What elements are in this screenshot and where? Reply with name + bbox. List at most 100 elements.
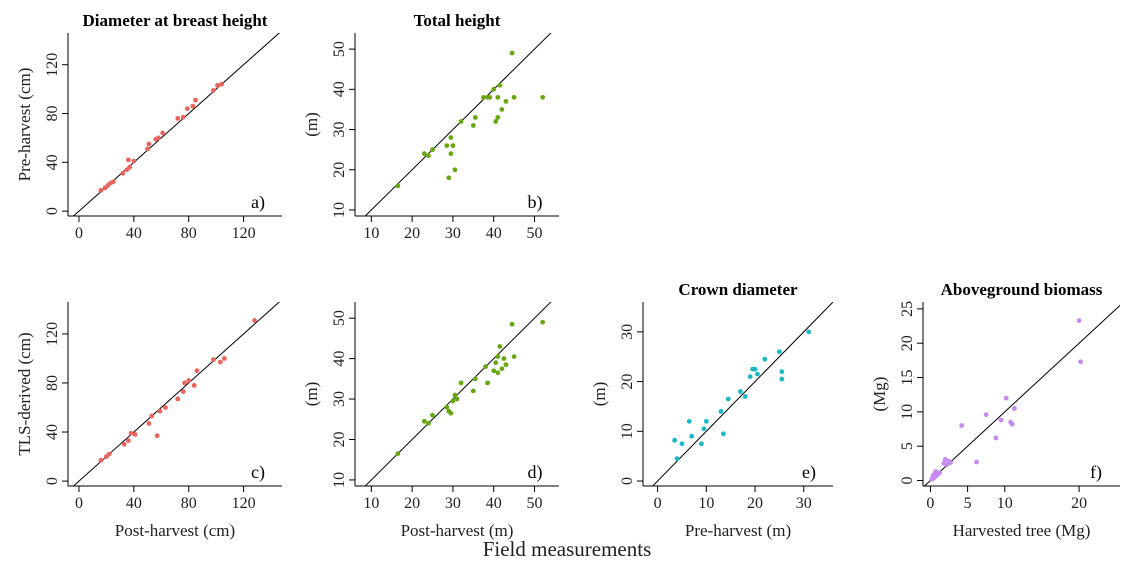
data-point: [98, 187, 104, 193]
x-tick-label: 10: [363, 495, 379, 512]
data-point: [497, 82, 503, 88]
y-tick-label: 30: [331, 122, 348, 138]
data-point: [998, 417, 1004, 423]
y-axis-title: Pre-harvest (cm): [15, 68, 34, 182]
data-point: [215, 83, 220, 88]
x-tick-label: 20: [404, 495, 420, 512]
data-point: [426, 153, 431, 159]
data-point: [481, 94, 486, 100]
data-point: [472, 115, 478, 120]
data-point: [444, 143, 450, 149]
x-tick-label: 20: [747, 495, 763, 512]
data-point: [1003, 395, 1009, 401]
one-to-one-line: [72, 33, 281, 216]
data-point: [540, 319, 546, 325]
y-tick-label: 0: [44, 207, 61, 215]
data-point: [491, 86, 497, 92]
data-point: [779, 369, 785, 375]
data-point: [182, 380, 188, 386]
y-tick-label: 40: [44, 154, 61, 170]
data-point: [454, 396, 460, 402]
data-point: [993, 435, 999, 441]
x-tick-label: 80: [181, 495, 197, 512]
x-tick-label: 30: [445, 225, 461, 242]
data-point: [162, 405, 168, 410]
panel-title: Crown diameter: [678, 280, 798, 299]
data-point: [128, 430, 134, 436]
data-point: [444, 404, 450, 410]
data-point: [974, 459, 979, 465]
data-point: [121, 441, 127, 447]
data-point: [149, 413, 155, 419]
x-tick-label: 30: [796, 495, 812, 512]
data-point: [217, 359, 223, 365]
data-point: [755, 371, 760, 377]
data-point: [742, 394, 748, 399]
data-point: [762, 356, 768, 362]
y-tick-label: 25: [899, 301, 916, 317]
data-point: [491, 368, 497, 374]
x-tick-label: 0: [926, 495, 934, 512]
data-point: [540, 94, 546, 100]
data-point: [720, 431, 726, 437]
data-point: [503, 98, 509, 104]
panel-f: 0 5 10 20 0 5 10 15 20 25 Aboveground biomass f) Har…: [870, 280, 1120, 540]
data-point: [493, 360, 499, 366]
panel-e: 0 10 20 30 0 10 20 30 Crown diameter e) Pre-harves…: [590, 280, 833, 540]
panel-label: d): [528, 462, 543, 483]
data-point: [448, 135, 454, 140]
data-point: [679, 441, 685, 447]
y-tick-label: 20: [899, 335, 916, 351]
x-axis-title: Post-harvest (cm): [115, 521, 235, 540]
data-point: [106, 451, 112, 457]
x-tick-label: 10: [363, 225, 379, 242]
data-point: [944, 462, 950, 468]
data-point: [180, 114, 186, 120]
panels-group: 0 40 80 120 0 40 80 120 Diameter at breast heigh…: [15, 11, 1120, 540]
data-point: [211, 87, 216, 93]
data-point: [509, 50, 515, 56]
panel-title: Diameter at breast height: [83, 11, 268, 30]
data-point: [701, 426, 707, 432]
y-tick-label: 50: [331, 41, 348, 57]
data-point: [493, 119, 499, 124]
x-tick-label: 20: [404, 225, 420, 242]
panel-label: f): [1090, 462, 1102, 483]
x-axis-title: Pre-harvest (m): [685, 521, 791, 540]
x-tick-label: 40: [486, 225, 502, 242]
data-point: [499, 107, 505, 112]
panel-b: 10 20 30 40 50 10 20 30 40 50 Total height b) (m): [302, 11, 559, 242]
x-tick-label: 80: [181, 225, 197, 242]
data-point: [752, 366, 758, 372]
one-to-one-line: [652, 302, 833, 486]
y-tick-label: 120: [44, 53, 61, 77]
y-tick-label: 80: [44, 375, 61, 391]
y-tick-label: 0: [899, 477, 916, 485]
data-point: [942, 456, 948, 462]
y-tick-label: 10: [899, 404, 916, 420]
panel-label: e): [802, 462, 816, 483]
data-point: [503, 362, 509, 368]
y-tick-label: 50: [331, 310, 348, 326]
data-point: [160, 130, 166, 136]
data-point: [495, 94, 501, 100]
data-point: [146, 141, 152, 147]
x-tick-label: 10: [698, 495, 714, 512]
x-tick-label: 120: [232, 495, 256, 512]
y-tick-label: 20: [619, 374, 636, 390]
panel-label: c): [251, 462, 265, 483]
x-tick-label: 40: [486, 495, 502, 512]
figure-xlabel: Field measurements: [483, 537, 652, 561]
data-point: [509, 321, 515, 327]
data-point: [132, 432, 138, 437]
data-point: [395, 451, 401, 457]
data-point: [125, 157, 131, 163]
data-point: [421, 418, 427, 424]
panel-label: a): [251, 192, 265, 213]
data-point: [983, 412, 989, 417]
data-point: [936, 470, 942, 476]
x-tick-label: 0: [75, 225, 83, 242]
y-axis-title: (m): [302, 382, 321, 407]
x-tick-label: 40: [126, 495, 142, 512]
data-point: [98, 457, 104, 463]
